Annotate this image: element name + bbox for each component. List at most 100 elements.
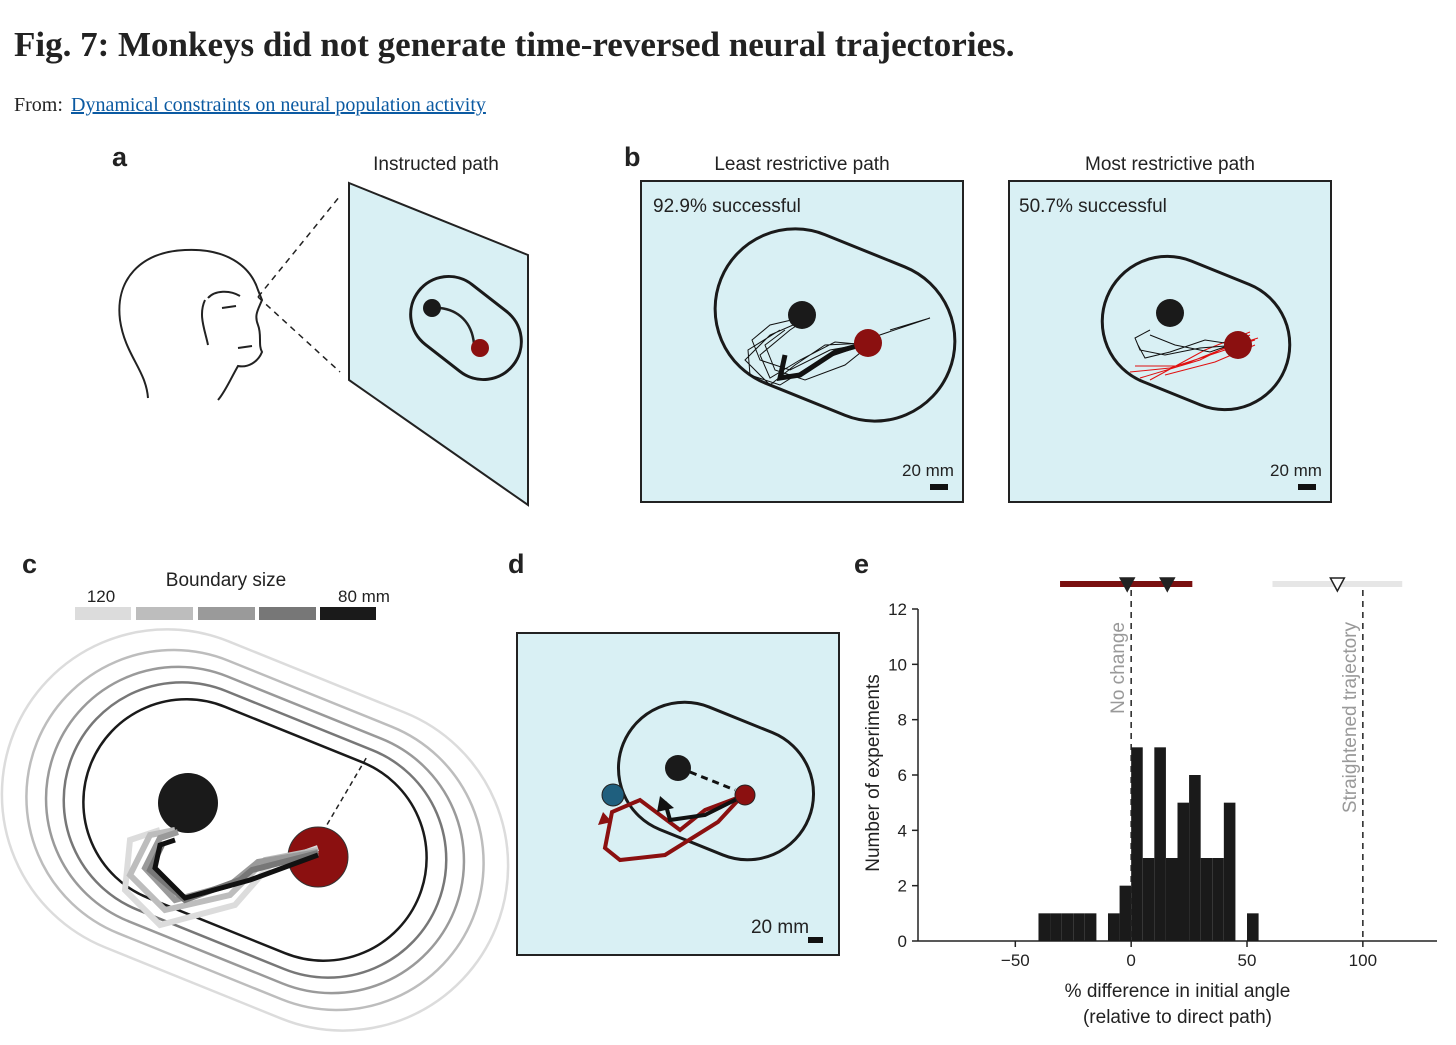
legend-swatch — [75, 607, 131, 620]
y-tick-label: 6 — [898, 766, 907, 785]
bar — [1177, 802, 1190, 941]
x-axis-label: (relative to direct path) — [1083, 1007, 1272, 1028]
x-axis-label: % difference in initial angle — [1065, 981, 1291, 1002]
start-dot — [423, 299, 441, 317]
legend-title: Boundary size — [166, 570, 286, 591]
bar — [1061, 913, 1074, 941]
y-axis-label: Number of experiments — [863, 674, 884, 871]
legend-swatch — [198, 607, 255, 620]
scale-label: 20 mm — [902, 461, 954, 480]
trajectory — [141, 829, 319, 904]
y-tick-label: 2 — [898, 877, 907, 896]
trajectories — [1134, 329, 1239, 359]
arrowhead — [598, 812, 612, 825]
panel-caption: Most restrictive path — [1085, 154, 1255, 175]
x-tick-label: 0 — [1126, 951, 1135, 970]
trajectories — [1129, 331, 1259, 381]
y-tick-label: 8 — [898, 711, 907, 730]
view-line — [257, 296, 341, 373]
guide-line — [317, 754, 369, 841]
success-rate: 50.7% successful — [1019, 196, 1167, 217]
view-line — [257, 195, 341, 298]
screen — [516, 632, 840, 956]
bar — [1154, 747, 1166, 941]
boundary — [616, 700, 816, 862]
boundary — [62, 681, 448, 979]
trajectories — [744, 317, 931, 386]
screen — [348, 181, 529, 507]
source-link[interactable]: Dynamical constraints on neural populati… — [71, 94, 486, 116]
boundary — [0, 628, 510, 1032]
boundary — [713, 227, 957, 423]
start-dot — [1156, 299, 1184, 327]
reference-label: Straightened trajectory — [1340, 622, 1361, 814]
median-marker — [1159, 577, 1176, 593]
start-dot — [788, 301, 816, 329]
bar — [1107, 913, 1120, 941]
bar — [1142, 858, 1155, 941]
red-trajectory — [602, 793, 746, 863]
bar — [1212, 858, 1224, 941]
monkey-head — [118, 248, 264, 401]
reference-label: No change — [1108, 622, 1129, 714]
bar — [1038, 913, 1051, 941]
median-marker — [1118, 577, 1136, 593]
legend-label: 120 — [87, 587, 115, 606]
y-tick-label: 0 — [898, 932, 907, 951]
x-tick-label: −50 — [1001, 951, 1030, 970]
boundary — [1100, 254, 1292, 412]
legend-label: 80 mm — [338, 587, 390, 606]
panel-letter: e — [854, 549, 869, 579]
target-dot — [854, 329, 882, 357]
instructed-path — [439, 306, 476, 345]
bar — [1223, 802, 1236, 941]
target-dot — [734, 784, 756, 806]
median-marker — [1329, 577, 1346, 593]
start-dot — [158, 773, 218, 833]
boundary — [25, 648, 485, 1012]
guide-line — [689, 770, 736, 792]
target-dot — [1224, 331, 1252, 359]
panel-letter: c — [22, 549, 37, 579]
panel-letter: d — [508, 549, 525, 579]
bar — [1084, 913, 1097, 941]
trajectory — [152, 837, 319, 901]
black-trajectory — [663, 793, 746, 823]
bar — [1200, 858, 1213, 941]
y-tick-label: 10 — [888, 655, 907, 674]
x-tick-label: 100 — [1349, 951, 1377, 970]
new-target-dot — [601, 783, 625, 807]
legend-swatch — [136, 607, 193, 620]
legend-swatch — [259, 607, 316, 620]
scale-bar — [1298, 484, 1316, 490]
panel-letter: a — [112, 142, 128, 172]
x-tick-label: 50 — [1238, 951, 1257, 970]
panel-caption: Instructed path — [373, 154, 499, 175]
y-tick-label: 12 — [888, 600, 907, 619]
boundary — [409, 274, 523, 382]
arrowhead — [657, 796, 674, 812]
panel-caption: Least restrictive path — [714, 154, 889, 175]
boundaries — [0, 628, 510, 1032]
figure-title: Fig. 7: Monkeys did not generate time-re… — [14, 25, 1014, 64]
bar — [1165, 858, 1178, 941]
boundary — [82, 698, 428, 962]
scale-label: 20 mm — [751, 917, 809, 938]
bar — [1073, 913, 1085, 941]
bar — [1189, 775, 1201, 941]
bar — [1119, 885, 1132, 941]
y-tick-label: 4 — [898, 821, 907, 840]
histogram: 0 2 4 6 8 10 12 −50 0 50 100 % difference in initia… — [863, 577, 1437, 1028]
scale-bar — [930, 484, 948, 490]
boundary — [44, 665, 466, 995]
success-rate: 92.9% successful — [653, 196, 801, 217]
scale-bar — [808, 937, 823, 943]
bar — [1131, 747, 1143, 941]
target-dot — [471, 339, 489, 357]
start-dot — [665, 755, 691, 781]
legend-swatch — [320, 607, 376, 620]
screen — [640, 180, 964, 503]
panel-letter: b — [624, 142, 641, 172]
source-prefix: From: — [14, 94, 63, 116]
